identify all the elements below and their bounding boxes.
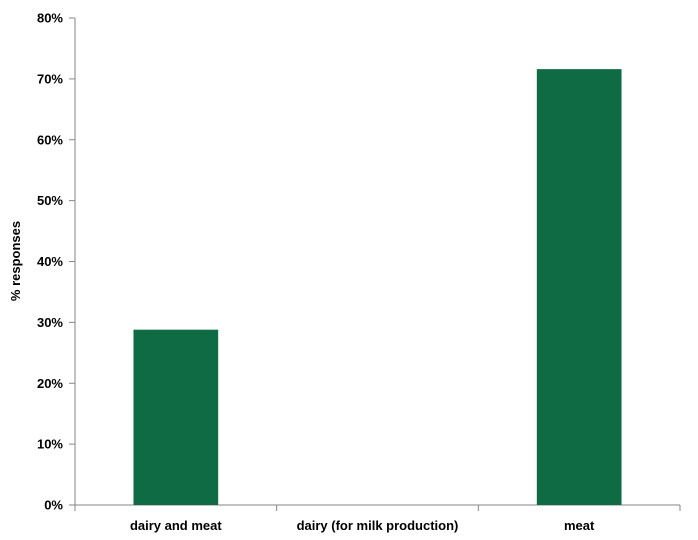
y-axis: 0% 10% 20% 30% 40% 50% 60% 70% 80% — [37, 11, 76, 513]
y-tick-label: 30% — [37, 315, 63, 330]
y-axis-title: % responses — [8, 221, 23, 301]
y-tick-label: 80% — [37, 11, 63, 26]
bar-dairy-and-meat — [133, 329, 219, 505]
y-tick-label: 50% — [37, 193, 63, 208]
x-axis: dairy and meat dairy (for milk production… — [74, 504, 681, 533]
bar-meat — [536, 69, 622, 505]
y-tick-label: 0% — [44, 498, 63, 513]
y-tick-label: 70% — [37, 71, 63, 86]
x-tick-label: dairy (for milk production) — [297, 518, 459, 533]
y-tick-label: 20% — [37, 376, 63, 391]
bars — [133, 69, 622, 505]
y-tick-label: 60% — [37, 132, 63, 147]
x-tick-label: dairy and meat — [130, 518, 222, 533]
y-tick-label: 10% — [37, 437, 63, 452]
y-tick-label: 40% — [37, 254, 63, 269]
x-tick-label: meat — [564, 518, 595, 533]
